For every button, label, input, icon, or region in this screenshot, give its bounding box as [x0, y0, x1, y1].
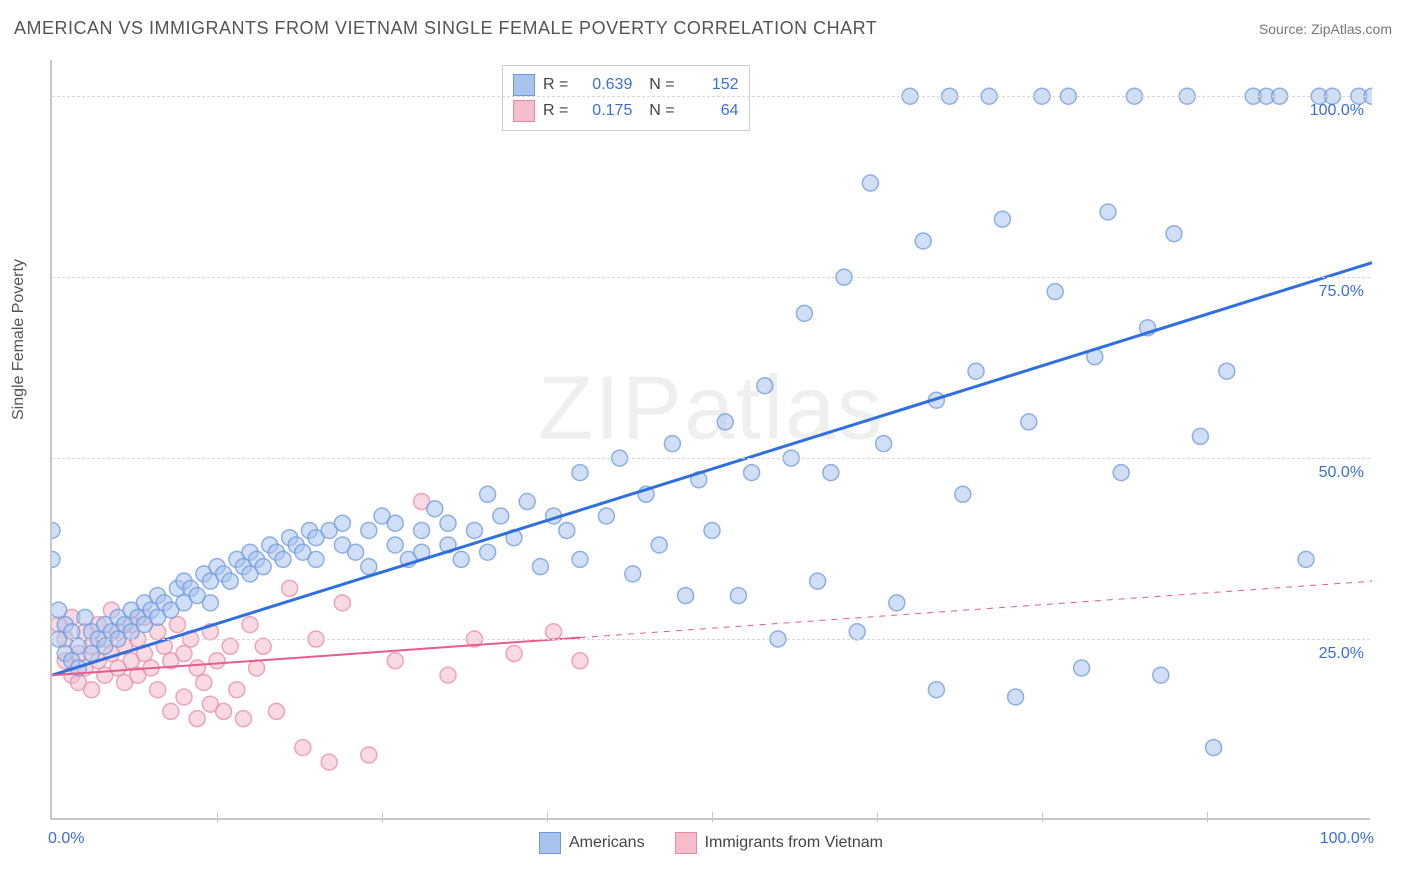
chart-area: ZIPatlas R = 0.639 N = 152 R = 0.175 N =…	[50, 60, 1370, 820]
r-label: R =	[543, 76, 568, 94]
scatter-svg	[52, 60, 1372, 820]
r-value: 0.639	[576, 76, 632, 94]
legend-label: Americans	[569, 834, 645, 852]
n-label: N =	[640, 102, 674, 120]
chart-title: AMERICAN VS IMMIGRANTS FROM VIETNAM SING…	[14, 18, 877, 39]
stats-row-americans: R = 0.639 N = 152	[513, 72, 739, 98]
swatch-icon	[513, 74, 535, 96]
swatch-icon	[513, 100, 535, 122]
swatch-icon	[675, 832, 697, 854]
legend-item-americans: Americans	[539, 832, 645, 854]
n-value: 64	[683, 102, 739, 120]
stats-legend: R = 0.639 N = 152 R = 0.175 N = 64	[502, 65, 750, 131]
n-label: N =	[640, 76, 674, 94]
stats-row-vietnam: R = 0.175 N = 64	[513, 98, 739, 124]
y-tick-label: 100.0%	[1310, 102, 1364, 120]
source-label: Source: ZipAtlas.com	[1259, 21, 1392, 37]
legend-label: Immigrants from Vietnam	[705, 834, 883, 852]
legend-item-vietnam: Immigrants from Vietnam	[675, 832, 883, 854]
y-tick-label: 50.0%	[1319, 464, 1364, 482]
r-value: 0.175	[576, 102, 632, 120]
n-value: 152	[683, 76, 739, 94]
series-legend: Americans Immigrants from Vietnam	[52, 832, 1370, 854]
r-label: R =	[543, 102, 568, 120]
swatch-icon	[539, 832, 561, 854]
y-tick-label: 25.0%	[1319, 645, 1364, 663]
plot-region: ZIPatlas R = 0.639 N = 152 R = 0.175 N =…	[50, 60, 1370, 820]
y-tick-label: 75.0%	[1319, 283, 1364, 301]
y-axis-label: Single Female Poverty	[10, 259, 28, 420]
